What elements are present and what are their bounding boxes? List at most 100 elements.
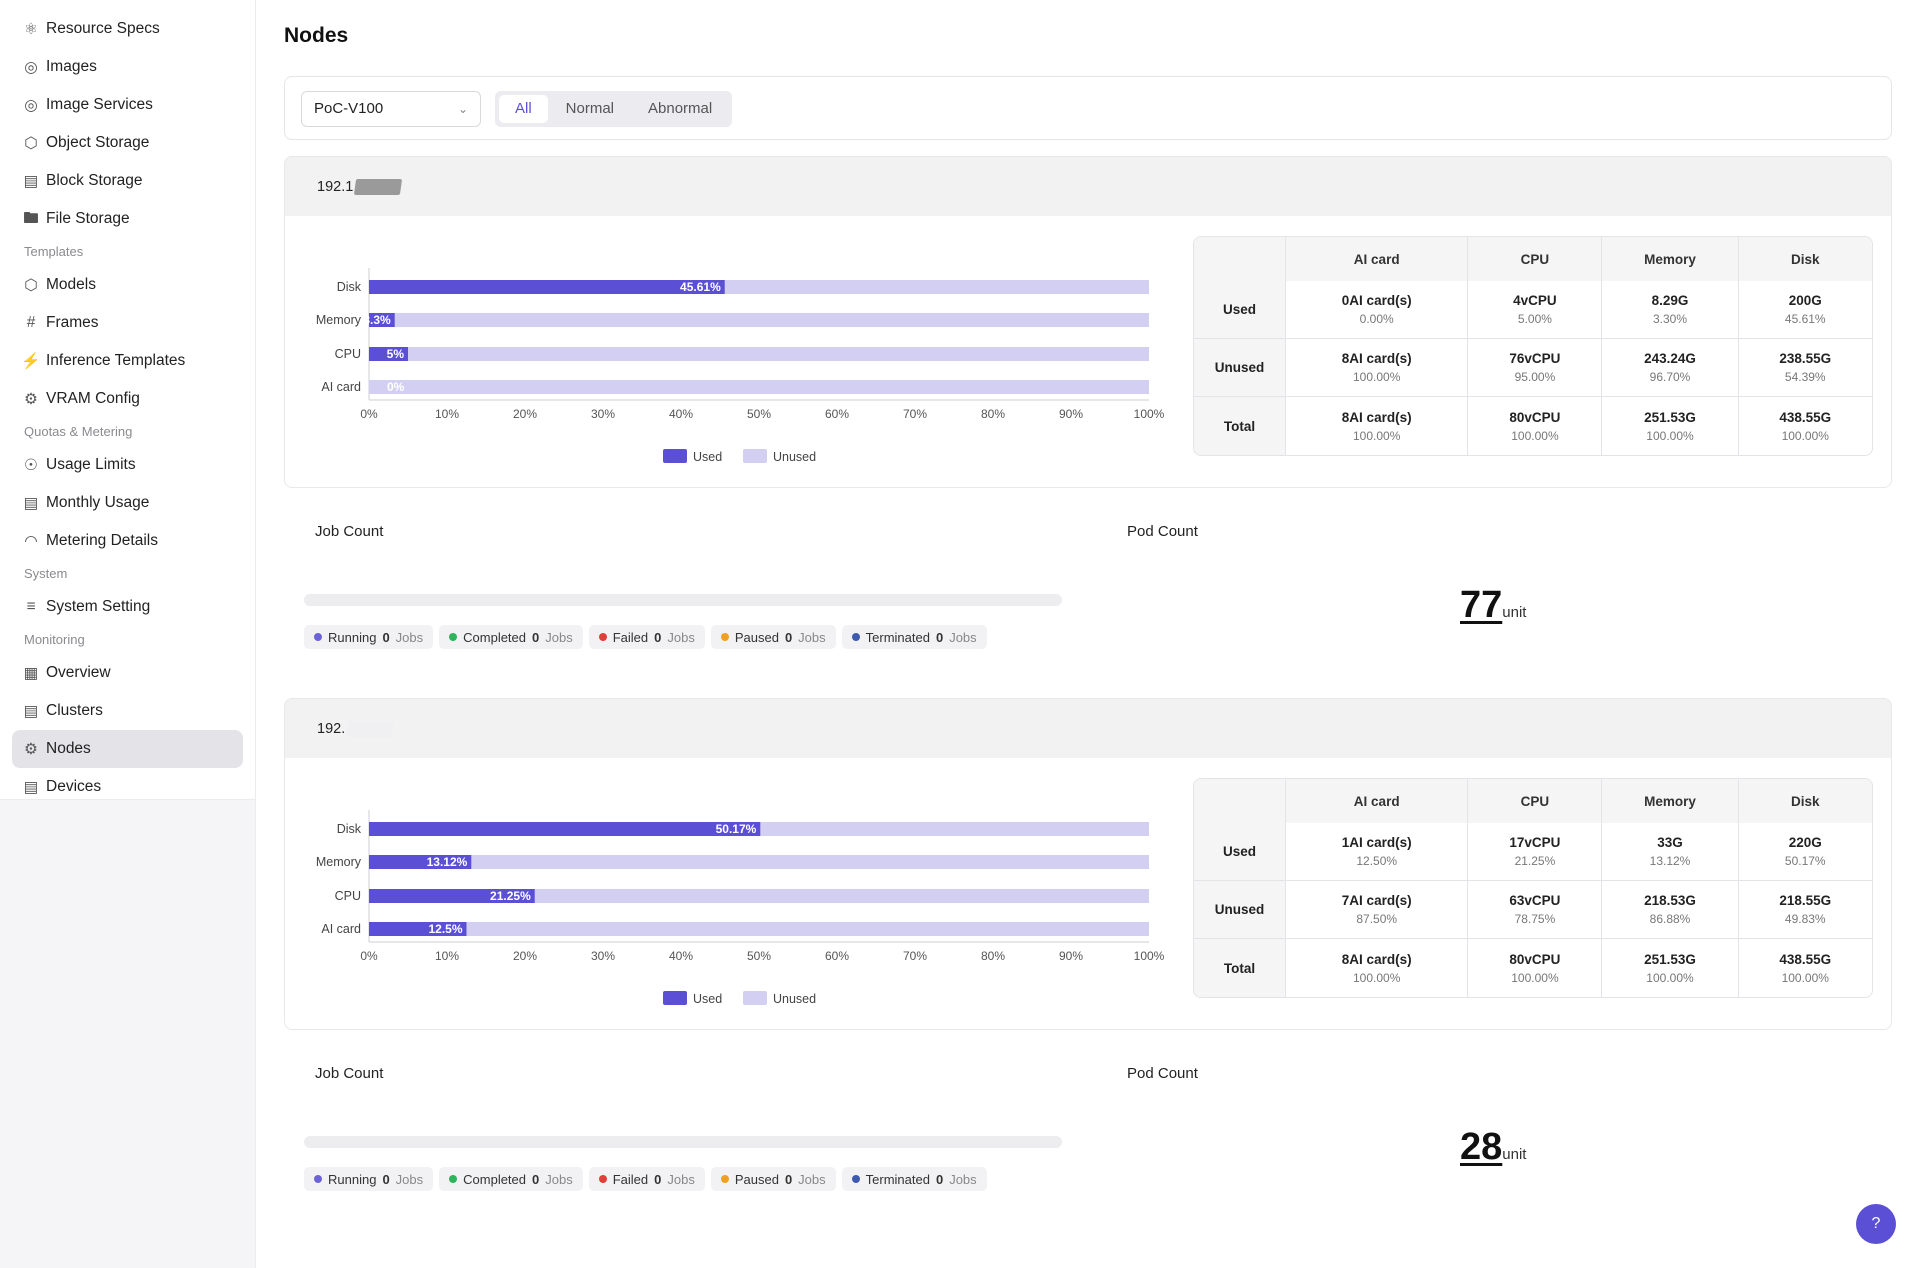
cell-value: 33G (1657, 835, 1683, 850)
cell-percent: 87.50% (1356, 912, 1398, 926)
job-status-count: 0 (654, 629, 662, 645)
bar-data-label: 45.61% (680, 280, 721, 294)
sidebar-item-models[interactable]: ⬡ Models (12, 266, 243, 304)
cell-value: 8.29G (1651, 293, 1689, 308)
tab-normal[interactable]: Normal (565, 100, 615, 117)
job-status-failed[interactable]: Failed 0 Jobs (588, 1167, 705, 1191)
cell-value: 8AI card(s) (1341, 409, 1412, 425)
x-tick-label: 90% (1059, 407, 1083, 421)
job-status-count: 0 (935, 1171, 944, 1187)
sidebar-item-object-storage[interactable]: ⬡ Object Storage (12, 124, 243, 162)
bar-data-label: 50.17% (716, 822, 757, 836)
job-status-unit: Jobs (798, 629, 826, 645)
x-tick-label: 10% (435, 407, 459, 421)
cluster-select-value: PoC-V100 (314, 100, 384, 117)
pod-count-label: Pod Count (1127, 523, 1198, 540)
gauge-icon: ◠ (24, 532, 38, 550)
x-tick-label: 20% (513, 407, 537, 421)
device-icon: ▤ (23, 778, 39, 796)
job-status-failed[interactable]: Failed 0 Jobs (588, 625, 705, 649)
sidebar-item-clusters[interactable]: ▤ Clusters (12, 692, 243, 730)
usage-bar-chart: Disk 50.17% Memory 13.12% CPU 21.25% AI card 12… (316, 810, 1165, 1006)
x-tick-label: 30% (591, 407, 615, 421)
usage-bar-chart: Disk 45.61% Memory 3.3% CPU 5% AI card 0% 0% 10% 2… (316, 268, 1165, 464)
job-status-unit: Jobs (949, 1171, 977, 1187)
sidebar-item-block-storage[interactable]: ▤ Block Storage (12, 162, 243, 200)
sidebar-item-vram-config[interactable]: ⚙ VRAM Config (12, 380, 243, 418)
table-row: Total 8AI card(s) 100.00% 80vCPU 100.00% 251.… (1194, 397, 1872, 455)
job-count-label: Job Count (315, 523, 384, 540)
sidebar-item-devices[interactable]: ▤ Devices (12, 768, 243, 799)
cell-percent: 45.61% (1784, 312, 1826, 326)
sidebar-item-usage-limits[interactable]: ☉ Usage Limits (12, 446, 243, 484)
cell-percent: 100.00% (1646, 428, 1694, 443)
cell-percent: 0.00% (1359, 312, 1394, 326)
node-header[interactable]: 192.1 (284, 156, 1892, 216)
cell-percent: 100.00% (1511, 970, 1559, 985)
bar-used (369, 822, 761, 836)
tab-all[interactable]: All (499, 95, 548, 123)
pod-count-label: Pod Count (1127, 1065, 1198, 1082)
bar-unused (471, 855, 1149, 869)
tab-abnormal[interactable]: Abnormal (648, 100, 713, 117)
job-status-running[interactable]: Running 0 Jobs (304, 1167, 434, 1191)
job-status-paused[interactable]: Paused 0 Jobs (710, 1167, 836, 1191)
cell-percent: 21.25% (1514, 854, 1556, 868)
sidebar-item-metering-details[interactable]: ◠ Metering Details (12, 522, 243, 560)
bar-data-label: 13.12% (427, 855, 468, 869)
frame-icon: # (26, 314, 36, 331)
job-status-count: 0 (382, 1171, 390, 1187)
sidebar-item-images[interactable]: ◎ Images (12, 48, 243, 86)
table-corner (1194, 779, 1286, 823)
sidebar-item-label: Models (46, 276, 96, 293)
sidebar-item-overview[interactable]: ▦ Overview (12, 654, 243, 692)
sidebar-item-image-services[interactable]: ◎ Image Services (12, 86, 243, 124)
x-tick-label: 80% (981, 407, 1005, 421)
job-status-paused[interactable]: Paused 0 Jobs (710, 625, 836, 649)
job-status-completed[interactable]: Completed 0 Jobs (439, 625, 583, 649)
x-tick-label: 50% (747, 407, 771, 421)
sidebar-nav: ⚛ Resource Specs ◎ Images ◎ Image Services ⬡ Ob… (0, 0, 255, 800)
table-row-header: Used (1194, 823, 1286, 881)
x-tick-label: 30% (591, 949, 615, 963)
bar-unused (760, 822, 1149, 836)
job-status-terminated[interactable]: Terminated 0 Jobs (841, 1167, 987, 1191)
sidebar-item-inference-templates[interactable]: ⚡ Inference Templates (12, 342, 243, 380)
cell-percent: 12.50% (1356, 854, 1398, 868)
sidebar-item-file-storage[interactable]: 🖿 File Storage (12, 200, 243, 238)
bar-data-label: 21.25% (490, 889, 531, 903)
table-cell: 8AI card(s) 100.00% (1286, 397, 1469, 455)
sidebar-item-resource-specs[interactable]: ⚛ Resource Specs (12, 10, 243, 48)
sidebar-item-monthly-usage[interactable]: ▤ Monthly Usage (12, 484, 243, 522)
table-column-header: AI card (1286, 779, 1469, 823)
table-cell: 8.29G 3.30% (1602, 281, 1739, 339)
job-status-count: 0 (784, 629, 793, 645)
sidebar-section-label: Monitoring (24, 632, 85, 647)
table-cell: 251.53G 100.00% (1602, 397, 1739, 455)
job-status-terminated[interactable]: Terminated 0 Jobs (841, 625, 987, 649)
job-status-completed[interactable]: Completed 0 Jobs (439, 1167, 583, 1191)
bar-used (369, 889, 535, 903)
x-tick-label: 90% (1059, 949, 1083, 963)
job-status-running[interactable]: Running 0 Jobs (304, 625, 434, 649)
node-header[interactable]: 192. (284, 698, 1892, 758)
specs-icon: ⚛ (24, 20, 38, 38)
cluster-select[interactable]: PoC-V100 ⌄ (301, 91, 481, 127)
job-status-label: Completed (463, 629, 527, 645)
node-ip: 192. (317, 721, 346, 737)
category-label: Disk (337, 280, 362, 294)
bar-data-label: 3.3% (363, 313, 391, 327)
table-row: Unused 8AI card(s) 100.00% 76vCPU 95.00% 243.… (1194, 339, 1872, 397)
bar-unused (408, 347, 1149, 361)
x-tick-label: 60% (825, 949, 849, 963)
main-content: Nodes PoC-V100 ⌄ All Normal Abnormal 192… (256, 0, 1920, 1268)
sidebar-item-frames[interactable]: # Frames (12, 304, 243, 342)
status-tabs: All Normal Abnormal (495, 91, 733, 127)
help-button[interactable]: ? (1856, 1204, 1896, 1244)
job-status-label: Running (328, 629, 377, 645)
job-status-unit: Jobs (395, 629, 424, 645)
sidebar-item-system-setting[interactable]: ≡ System Setting (12, 588, 243, 626)
sidebar-item-nodes[interactable]: ⚙ Nodes (12, 730, 243, 768)
status-dot-icon (851, 633, 860, 641)
sidebar-section-label: Quotas & Metering (24, 424, 133, 439)
